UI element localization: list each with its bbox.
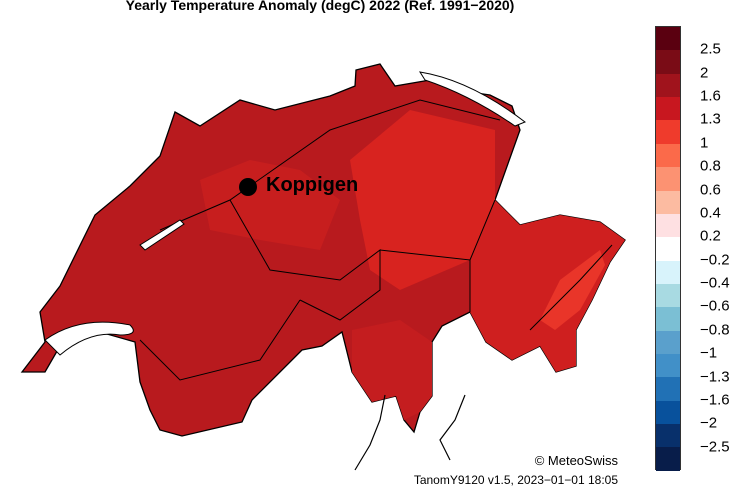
region-east-lighter bbox=[350, 110, 495, 290]
lake-geneva bbox=[44, 321, 134, 356]
colorbar-segment bbox=[656, 354, 680, 378]
colorbar-label: 0.4 bbox=[700, 204, 721, 222]
colorbar-label: −2.5 bbox=[700, 438, 730, 456]
map-title: Yearly Temperature Anomaly (degC) 2022 (… bbox=[125, 0, 515, 13]
colorbar-label: −2 bbox=[700, 414, 718, 432]
colorbar-segment bbox=[656, 50, 680, 74]
region-graubuenden bbox=[470, 200, 625, 372]
canton-border bbox=[159, 99, 501, 231]
place-label: Koppigen bbox=[266, 174, 359, 196]
colorbar-label: 1.3 bbox=[700, 110, 721, 128]
colorbar-segment bbox=[656, 400, 680, 425]
canton-border bbox=[139, 299, 301, 381]
colorbar-segment bbox=[656, 190, 680, 214]
colorbar-label: −0.6 bbox=[700, 297, 730, 315]
colorbar-segment bbox=[656, 97, 680, 121]
colorbar-segment bbox=[656, 330, 680, 355]
colorbar-label: −0.4 bbox=[700, 274, 730, 292]
colorbar-label: 0.8 bbox=[700, 157, 721, 175]
lake-constance bbox=[418, 71, 527, 127]
colorbar-label: 0.2 bbox=[700, 227, 721, 245]
lake-como bbox=[439, 394, 466, 461]
colorbar-label: 1 bbox=[700, 134, 709, 152]
colorbar-segment bbox=[656, 447, 680, 471]
colorbar-label: −1 bbox=[700, 344, 718, 362]
colorbar-segment bbox=[656, 260, 680, 284]
colorbar bbox=[655, 26, 681, 471]
colorbar-segment bbox=[656, 73, 680, 98]
colorbar-label: −0.8 bbox=[700, 321, 730, 339]
version-text: TanomY9120 v1.5, 2023−01−01 18:05 bbox=[413, 473, 618, 487]
colorbar-segment bbox=[656, 143, 680, 168]
colorbar-label: 2 bbox=[700, 64, 709, 82]
colorbar-label: −0.2 bbox=[700, 251, 730, 269]
region-ticino bbox=[352, 320, 432, 420]
colorbar-label: 1.6 bbox=[700, 87, 721, 105]
colorbar-segment bbox=[656, 377, 680, 401]
colorbar-label: 2.5 bbox=[700, 40, 721, 58]
lake-maggiore bbox=[354, 394, 386, 471]
region-plateau-lighter bbox=[200, 160, 340, 250]
colorbar-segment bbox=[656, 167, 680, 191]
colorbar-segment bbox=[656, 283, 680, 308]
canton-border bbox=[529, 244, 613, 331]
temperature-anomaly-map bbox=[20, 63, 626, 471]
colorbar-label: −1.3 bbox=[700, 368, 730, 386]
location-marker bbox=[239, 178, 257, 196]
credit-text: © MeteoSwiss bbox=[534, 453, 618, 468]
colorbar-segment bbox=[656, 27, 680, 51]
colorbar-label: −1.6 bbox=[700, 391, 730, 409]
lake-neuchatel bbox=[139, 219, 185, 251]
colorbar-segment bbox=[656, 237, 680, 261]
colorbar-label: 0.6 bbox=[700, 181, 721, 199]
colorbar-segment bbox=[656, 307, 680, 331]
colorbar-segment bbox=[656, 213, 680, 238]
colorbar-segment bbox=[656, 424, 680, 448]
colorbar-segment bbox=[656, 120, 680, 144]
